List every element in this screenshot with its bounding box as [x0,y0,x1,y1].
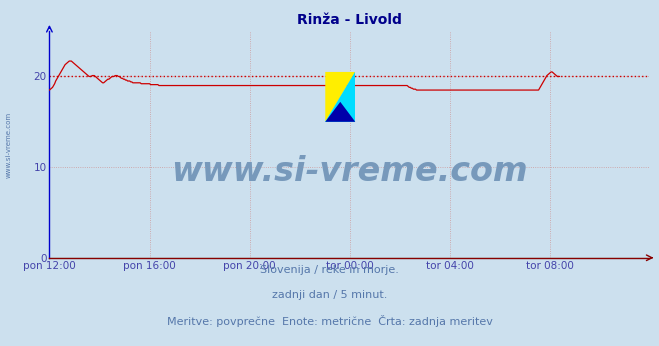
Polygon shape [326,72,355,122]
Text: Slovenija / reke in morje.: Slovenija / reke in morje. [260,265,399,275]
Polygon shape [326,72,355,122]
Polygon shape [326,102,355,122]
Text: www.si-vreme.com: www.si-vreme.com [5,111,12,177]
Title: Rinža - Livold: Rinža - Livold [297,13,402,27]
Text: Meritve: povprečne  Enote: metrične  Črta: zadnja meritev: Meritve: povprečne Enote: metrične Črta:… [167,315,492,327]
Text: zadnji dan / 5 minut.: zadnji dan / 5 minut. [272,290,387,300]
Text: www.si-vreme.com: www.si-vreme.com [171,155,528,188]
